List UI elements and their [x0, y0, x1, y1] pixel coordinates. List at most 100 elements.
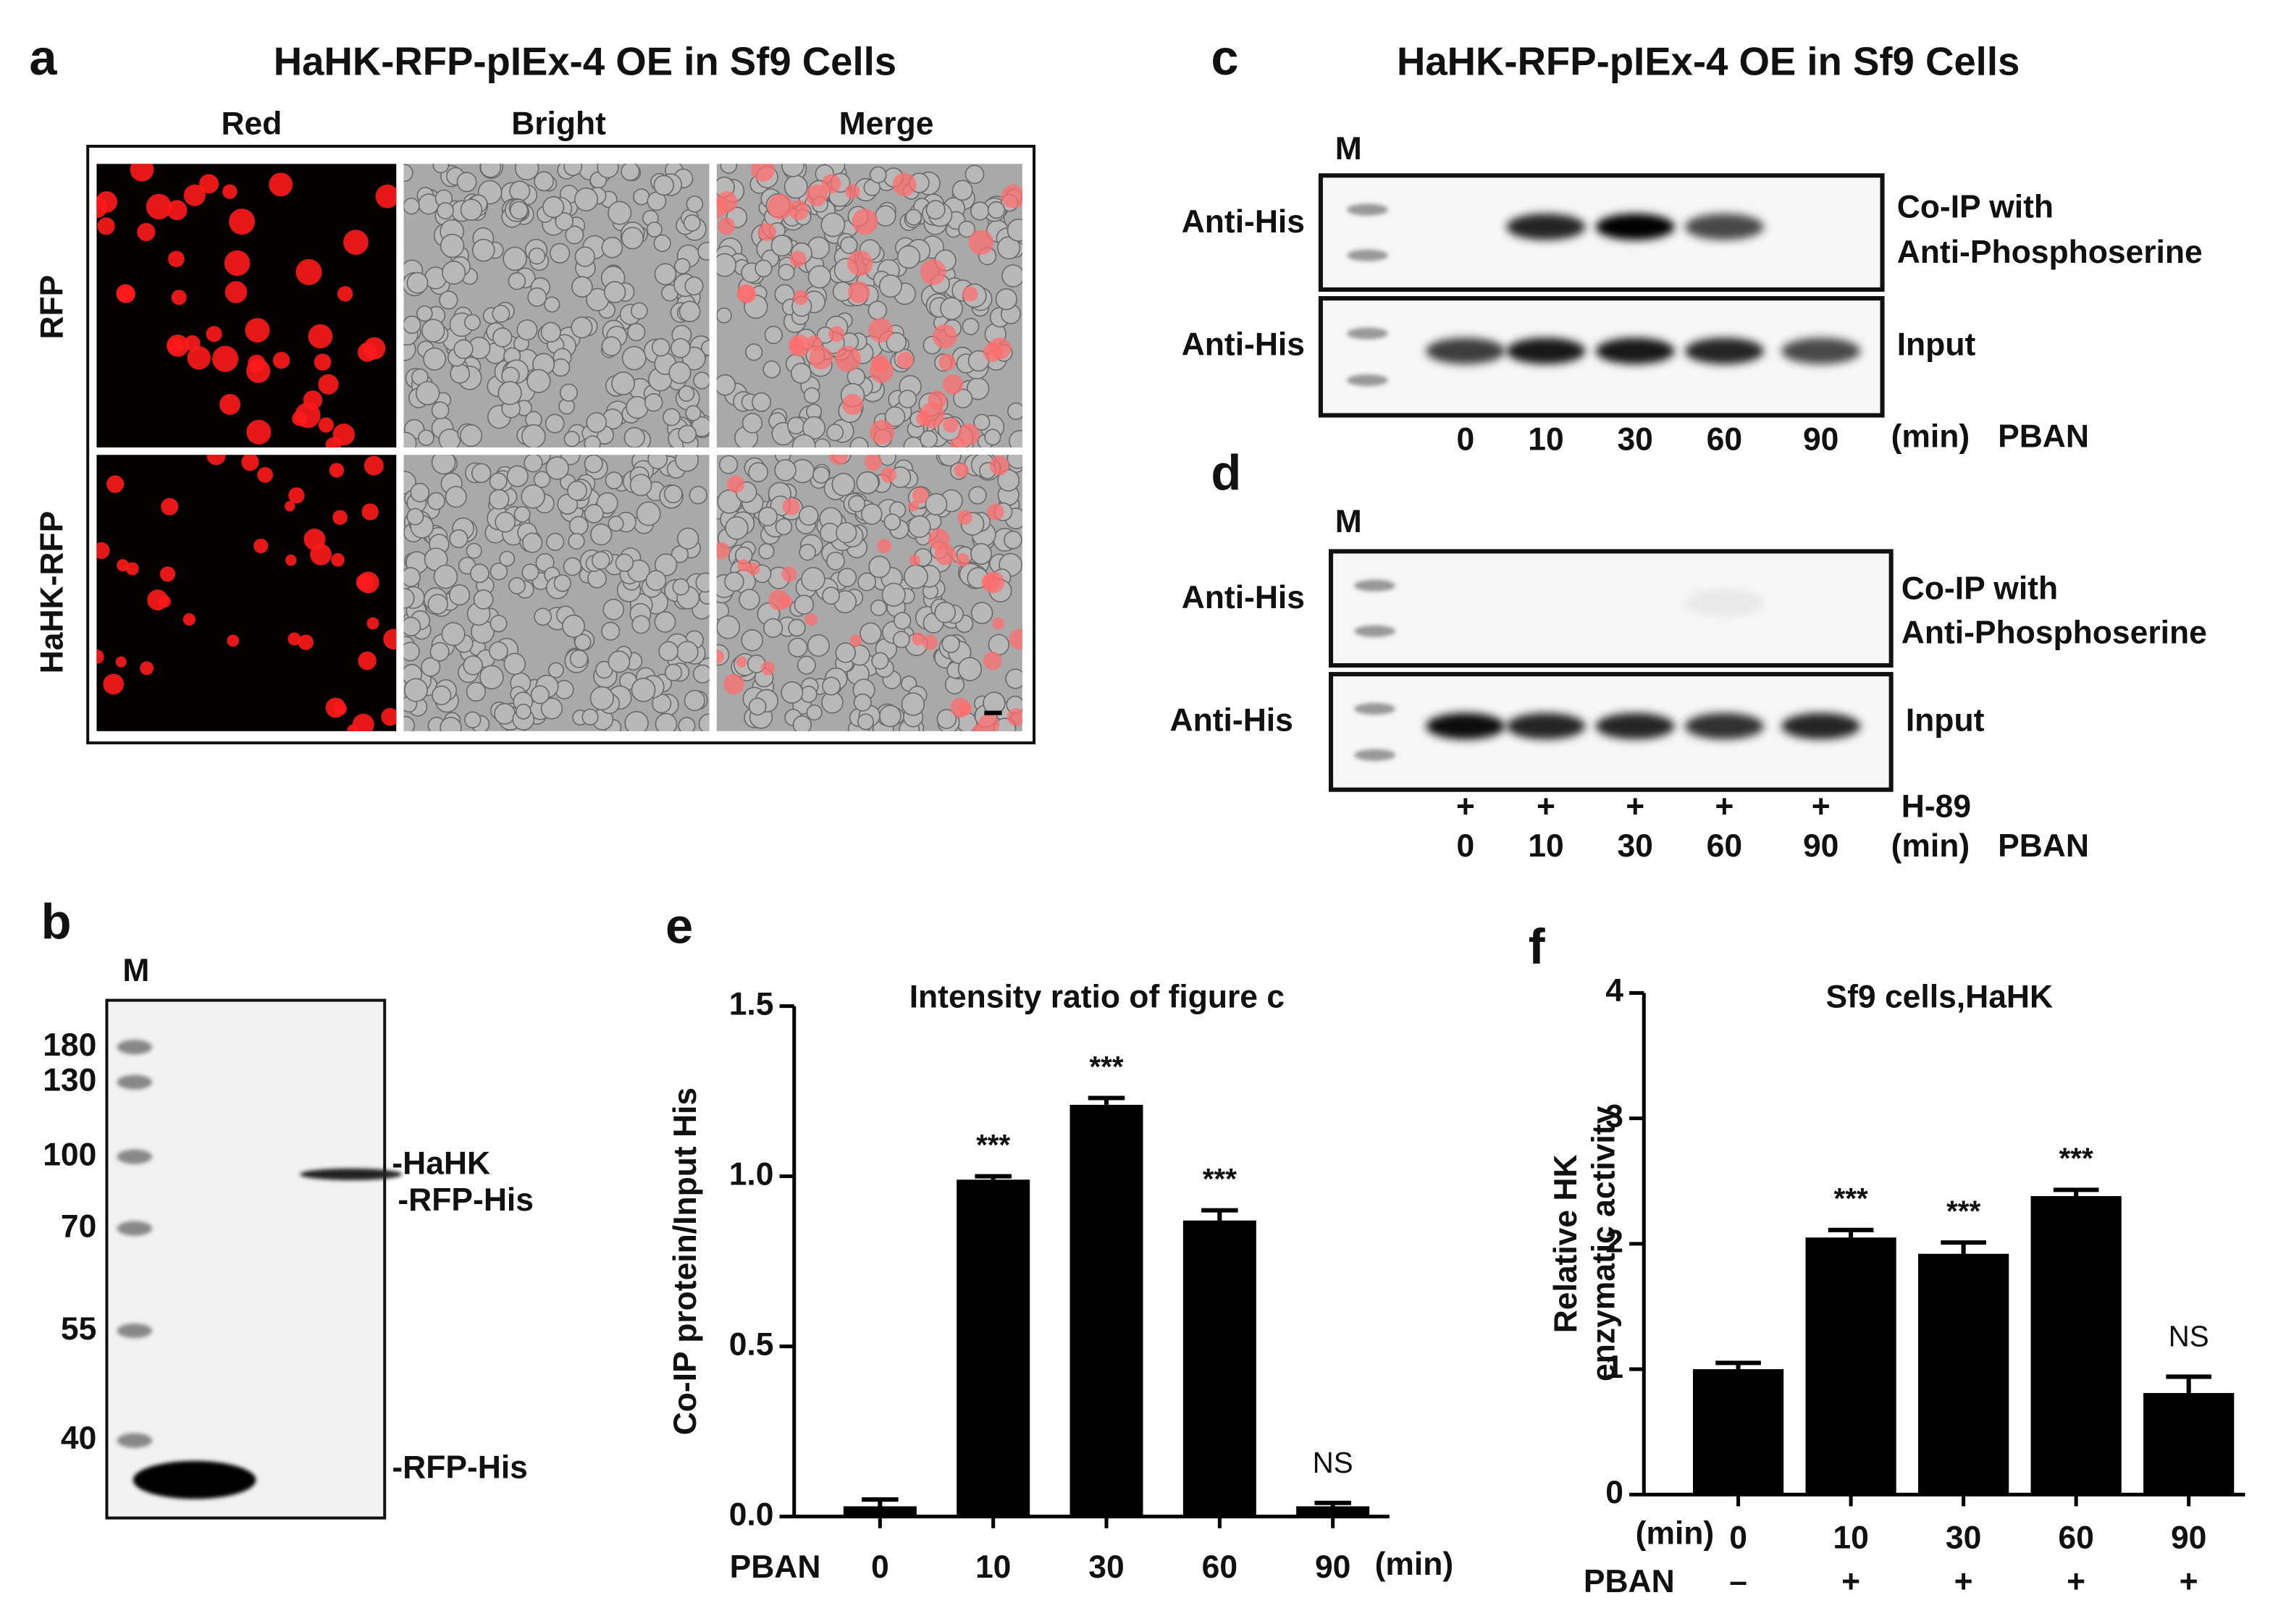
- treatment-sign: +: [2180, 1564, 2198, 1599]
- red-cell: [168, 251, 185, 268]
- red-cell: [983, 651, 1002, 670]
- cell: [654, 553, 678, 576]
- red-cell: [227, 634, 240, 647]
- cell: [450, 363, 471, 384]
- red-cell: [718, 217, 736, 235]
- red-cell: [950, 437, 966, 448]
- blot-label: Input: [1897, 327, 1976, 362]
- marker-size: 55: [61, 1311, 96, 1347]
- red-cell: [140, 661, 154, 676]
- cell: [762, 618, 783, 639]
- ladder-band: [117, 1149, 153, 1164]
- y-tick-label: 4: [1605, 973, 1623, 1009]
- red-cell: [912, 632, 925, 646]
- marker-size: 100: [43, 1137, 96, 1172]
- error-bar: [1201, 1208, 1238, 1221]
- cell: [621, 164, 640, 181]
- row-label: RFP: [34, 275, 70, 340]
- cell: [751, 392, 771, 412]
- cell: [826, 424, 844, 442]
- cell: [857, 572, 877, 592]
- red-cell: [968, 230, 994, 255]
- red-cell: [738, 285, 757, 303]
- red-cell: [358, 651, 377, 670]
- marker-size: 180: [43, 1027, 96, 1063]
- row-label: HaHK-RFP: [34, 511, 70, 674]
- cell: [521, 424, 546, 448]
- red-cell: [332, 510, 348, 525]
- band: [1426, 337, 1505, 364]
- cell: [601, 621, 621, 641]
- red-cell: [1007, 707, 1022, 726]
- cell: [551, 358, 571, 377]
- cell: [698, 713, 710, 731]
- red-cell: [987, 503, 1004, 521]
- cell: [822, 586, 841, 605]
- significance: ***: [1946, 1194, 1980, 1227]
- cell: [886, 332, 907, 353]
- cell: [503, 246, 527, 272]
- ladder-band: [117, 1323, 153, 1339]
- cell: [672, 578, 690, 596]
- red-cell: [962, 286, 978, 302]
- cell: [499, 550, 516, 567]
- red-cell: [158, 595, 171, 608]
- red-cell: [96, 649, 104, 664]
- panel-letter: c: [1211, 30, 1238, 85]
- red-cell: [222, 184, 238, 199]
- cell: [934, 602, 957, 623]
- band: [1684, 337, 1764, 364]
- cell: [568, 532, 585, 550]
- red-cell: [892, 172, 917, 197]
- red-cell: [928, 529, 950, 550]
- row-label: Anti-His: [1182, 327, 1305, 362]
- bar: [1917, 1253, 2009, 1495]
- cell: [441, 622, 466, 647]
- cell: [878, 274, 903, 298]
- y-tick-label: 0.0: [729, 1497, 774, 1532]
- bar: [2143, 1392, 2235, 1495]
- cell: [941, 634, 960, 654]
- cell: [565, 225, 584, 245]
- cell: [984, 429, 1001, 446]
- micrograph: [403, 455, 710, 731]
- cell: [453, 339, 474, 359]
- cell: [439, 290, 458, 310]
- lane-label: 30: [1617, 828, 1652, 864]
- ladder-band: [1354, 702, 1395, 715]
- cell: [514, 164, 539, 181]
- significance: ***: [976, 1128, 1010, 1161]
- red-cell: [723, 673, 744, 695]
- cell: [581, 708, 599, 725]
- error-bar: [2166, 1374, 2211, 1393]
- red-cell: [352, 713, 374, 731]
- cell: [884, 406, 906, 427]
- cell: [530, 685, 550, 704]
- x-tick-label: 90: [1315, 1549, 1350, 1585]
- cell: [571, 276, 593, 298]
- treatment-sign: –: [1729, 1564, 1747, 1599]
- inhibitor-sign: +: [1456, 789, 1475, 825]
- significance: ***: [1203, 1162, 1237, 1195]
- red-cell: [212, 345, 239, 372]
- cell: [542, 195, 565, 219]
- red-cell: [303, 529, 326, 550]
- red-cell: [246, 358, 271, 383]
- red-cell: [716, 542, 731, 560]
- x-tick-label: 90: [2171, 1520, 2206, 1556]
- cell: [522, 532, 543, 553]
- cell: [584, 504, 604, 523]
- panel-title: HaHK-RFP-pIEx-4 OE in Sf9 Cells: [274, 39, 896, 83]
- cell: [460, 198, 483, 222]
- red-cell: [246, 419, 272, 445]
- panel-letter: b: [41, 894, 72, 950]
- cell: [848, 495, 866, 513]
- ladder-band: [117, 1074, 153, 1090]
- cell: [774, 459, 797, 481]
- cell: [627, 323, 646, 342]
- red-cell: [958, 702, 972, 716]
- cell: [693, 371, 710, 390]
- error-bar: [862, 1497, 899, 1507]
- error-bar: [1314, 1500, 1351, 1507]
- band: [1781, 712, 1861, 740]
